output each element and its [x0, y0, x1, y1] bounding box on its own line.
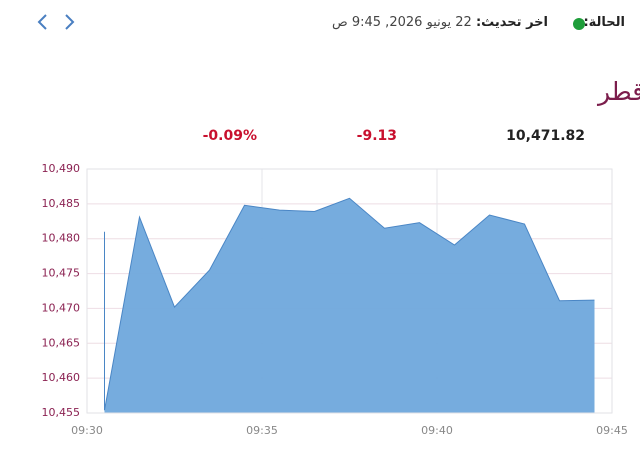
y-tick-label: 10,480 [42, 232, 81, 245]
area [104, 198, 595, 413]
nav-arrows[interactable] [37, 14, 75, 30]
plot-frame [86, 168, 613, 414]
update-line: اخر تحديث: 22 يونيو 2026, 9:45 ص [332, 15, 548, 30]
update-time: 22 يونيو 2026, 9:45 ص [331, 15, 472, 30]
status-label: الحالة: [583, 15, 625, 30]
y-tick-label: 10,465 [42, 336, 81, 349]
y-tick-label: 10,485 [42, 197, 81, 210]
quote-value: 10,471.82 [506, 128, 585, 144]
chart-title: مؤشر بورصة قطر [596, 77, 640, 106]
y-tick-label: 10,470 [42, 301, 81, 314]
next-arrow[interactable] [65, 14, 75, 30]
quote-change: -9.13 [357, 128, 397, 144]
y-tick-label: 10,455 [42, 406, 81, 419]
x-tick-label: 09:45 [596, 424, 628, 437]
update-label: اخر تحديث: [475, 15, 548, 30]
y-tick-label: 10,475 [42, 267, 81, 280]
quote-change-percent: -0.09% [203, 128, 257, 144]
y-tick-label: 10,460 [42, 371, 81, 384]
prev-arrow[interactable] [37, 14, 47, 30]
x-tick-label: 09:30 [71, 424, 103, 437]
x-tick-label: 09:40 [421, 424, 453, 437]
line [104, 197, 595, 411]
y-tick-label: 10,490 [42, 162, 81, 175]
status-dot [573, 18, 585, 30]
x-tick-label: 09:35 [246, 424, 278, 437]
